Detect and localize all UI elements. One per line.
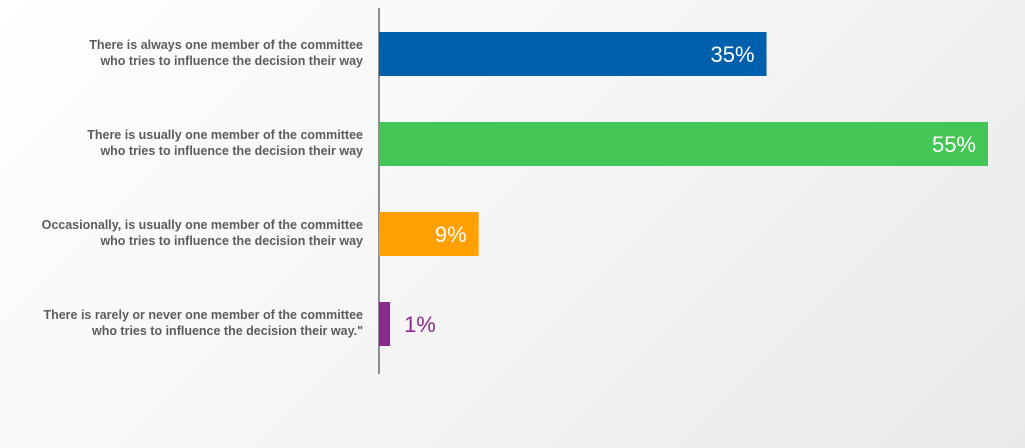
bar-2 [379, 122, 988, 166]
category-label-line: who tries to influence the decision thei… [99, 234, 363, 248]
category-label-line: There is rarely or never one member of t… [43, 308, 363, 322]
category-label-line: There is usually one member of the commi… [87, 128, 363, 142]
category-label-3: Occasionally, is usually one member of t… [42, 218, 363, 248]
category-label-1: There is always one member of the commit… [89, 38, 363, 68]
bar-3 [379, 212, 479, 256]
category-label-line: Occasionally, is usually one member of t… [42, 218, 363, 232]
category-labels-layer: There is always one member of the commit… [42, 38, 363, 338]
category-label-line: who tries to influence the decision thei… [99, 144, 363, 158]
category-label-2: There is usually one member of the commi… [87, 128, 363, 158]
category-label-line: who tries to influence the decision thei… [91, 324, 363, 338]
category-label-4: There is rarely or never one member of t… [43, 308, 363, 338]
value-label-4: 1% [404, 312, 436, 337]
value-label-1: 35% [710, 42, 754, 67]
category-label-line: There is always one member of the commit… [89, 38, 363, 52]
value-label-2: 55% [932, 132, 976, 157]
value-label-3: 9% [435, 222, 467, 247]
bars-layer: 35% 55% 9% 1% [379, 32, 988, 346]
category-label-line: who tries to influence the decision thei… [99, 54, 363, 68]
bar-1 [379, 32, 767, 76]
bar-4 [379, 302, 391, 346]
